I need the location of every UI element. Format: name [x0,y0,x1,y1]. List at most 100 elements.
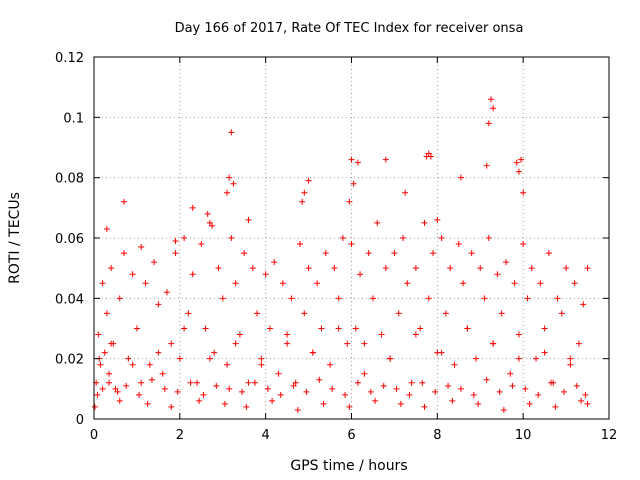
data-point [290,382,297,389]
data-point [318,325,325,332]
data-point [584,265,591,272]
data-point [487,96,494,103]
data-point [277,391,284,398]
data-point [103,310,110,317]
data-point [181,325,188,332]
data-point [206,355,213,362]
data-point [224,361,231,368]
data-point [393,385,400,392]
data-point [108,265,115,272]
data-point [378,331,385,338]
data-point [155,349,162,356]
data-point [457,385,464,392]
data-point [297,241,303,248]
data-point [518,156,525,163]
data-point [419,379,426,386]
data-point [133,325,140,332]
data-point [221,400,228,407]
data-point [404,280,411,287]
data-point [567,355,574,362]
data-point [181,235,188,241]
data-point [226,385,233,392]
data-point [206,219,213,226]
data-point [560,388,567,395]
data-point [548,379,555,386]
data-point [174,388,181,395]
data-point [269,397,276,404]
data-point [209,222,216,229]
data-point [108,340,115,347]
data-point [464,325,471,332]
data-point [490,105,497,112]
data-point [425,150,432,157]
data-point [552,403,559,410]
data-point [382,156,389,163]
data-point [421,219,428,226]
data-point [520,241,527,248]
data-point [189,204,196,211]
data-point [99,385,106,392]
data-point [372,397,379,404]
data-point [580,301,587,308]
data-point [97,361,104,368]
data-point [213,382,220,389]
data-point [99,280,106,287]
y-axis-label: ROTI / TECUs [7,192,23,284]
data-point [412,331,419,338]
data-point [159,370,166,377]
data-point [200,391,207,398]
data-point [434,216,441,223]
data-point [541,349,548,356]
grid-lines [94,57,609,419]
data-point [408,379,415,386]
data-point [344,340,351,347]
data-point [121,198,128,205]
x-tick-label: 4 [262,428,270,443]
data-point [475,400,482,407]
data-point [249,265,256,272]
data-point [101,349,108,356]
data-point [582,391,589,398]
data-point [331,265,338,272]
data-point [342,391,349,398]
data-point [266,325,273,332]
data-point [387,355,394,362]
data-point [103,225,110,232]
data-point [567,361,574,368]
data-point [374,219,381,226]
data-point [129,271,136,278]
data-point [472,355,479,362]
data-point [367,388,374,395]
data-point [545,250,552,257]
data-point [258,355,265,362]
data-point [348,241,355,248]
data-point [303,388,310,395]
y-tick-label: 0.06 [55,232,84,247]
data-point [271,259,278,266]
data-point [228,129,235,136]
data-point [575,340,582,347]
data-point [305,177,312,184]
data-point [391,250,398,257]
data-point [449,397,456,404]
x-tick-label: 12 [601,428,618,443]
data-point [106,370,113,377]
data-point [400,235,406,241]
data-point [395,310,402,317]
data-point [329,385,336,392]
data-point [168,403,175,410]
data-point [168,340,175,347]
data-point [226,174,233,181]
data-point [309,349,316,356]
data-point [451,361,458,368]
data-point [421,403,428,410]
data-point [294,406,301,413]
x-tick-label: 0 [90,428,98,443]
data-point [185,310,192,317]
x-tick-label: 6 [347,428,355,443]
axis-ticks: 0 2 4 6 8 10 12 0 0.02 0.04 0.06 0.08 0.1 0.12 [55,51,617,443]
data-point [335,325,342,332]
data-point [455,241,462,248]
data-point [254,310,261,317]
data-point [515,168,522,175]
